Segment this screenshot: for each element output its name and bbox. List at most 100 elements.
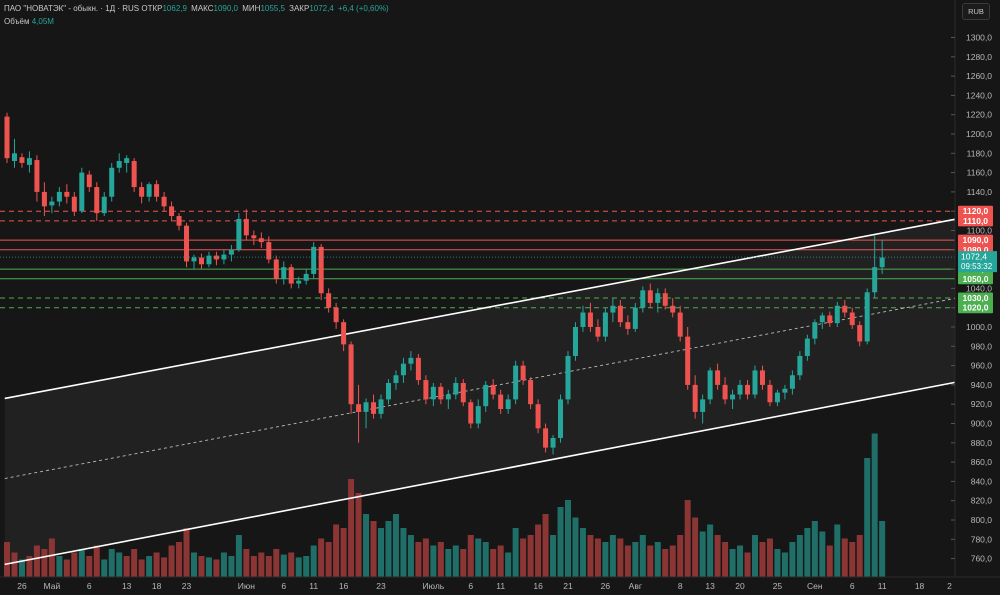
candle-body: [670, 305, 676, 313]
candle-body: [11, 153, 17, 162]
volume-bar: [497, 545, 504, 577]
candle-body: [154, 184, 160, 197]
volume-bar: [819, 531, 826, 577]
candle-body: [834, 305, 840, 324]
countdown-timer: 09:53:32: [961, 262, 993, 271]
x-tick-label: 18: [915, 581, 925, 591]
candle-body: [296, 280, 302, 284]
x-tick-label: Июль: [423, 581, 445, 591]
volume-bar: [692, 517, 699, 577]
volume-label[interactable]: Объём: [4, 17, 30, 26]
volume-bar: [565, 500, 571, 577]
candle-body: [191, 257, 197, 262]
volume-bar: [452, 545, 459, 577]
candle-body: [169, 206, 175, 217]
volume-bar: [370, 521, 377, 577]
volume-bar: [789, 542, 796, 577]
candle-body: [139, 187, 145, 197]
volume-bar: [123, 556, 130, 577]
candle-body: [326, 293, 332, 308]
candle-body: [131, 161, 137, 188]
candle-body: [243, 218, 249, 236]
candle-series: [4, 112, 885, 455]
candle-body: [640, 290, 646, 308]
volume-bar: [834, 524, 841, 577]
y-tick-label: 1200,0: [966, 129, 992, 139]
volume-bar: [288, 552, 295, 577]
volume-bar: [280, 554, 287, 577]
level-label: 1030,0: [963, 293, 989, 303]
volume-bar: [662, 549, 669, 577]
y-tick-label: 860,0: [971, 457, 993, 467]
volume-bar: [48, 538, 55, 577]
volume-bar: [348, 479, 355, 577]
candle-body: [707, 370, 713, 400]
y-tick-label: 960,0: [971, 361, 993, 371]
volume-bar: [101, 559, 108, 577]
x-tick-label: 21: [563, 581, 573, 591]
y-tick-label: 1220,0: [966, 110, 992, 120]
candle-body: [333, 307, 339, 323]
candle-body: [206, 255, 212, 265]
candle-body: [565, 355, 571, 400]
candle-body: [176, 216, 182, 226]
channel-upper-line[interactable]: [4, 218, 958, 400]
y-tick-label: 820,0: [971, 496, 993, 506]
volume-bar: [550, 535, 557, 577]
candle-body: [827, 315, 833, 324]
volume-bar: [766, 538, 773, 577]
x-tick-label: Май: [44, 581, 61, 591]
candle-body: [56, 191, 62, 202]
volume-bar: [318, 538, 325, 577]
volume-bar: [677, 535, 684, 577]
volume-bar: [864, 458, 871, 577]
candle-body: [453, 382, 459, 395]
candle-body: [722, 384, 728, 400]
candle-body: [348, 344, 354, 405]
candle-body: [79, 172, 85, 212]
currency-button[interactable]: RUB: [962, 3, 990, 20]
candle-body: [303, 273, 309, 281]
candle-body: [371, 402, 377, 414]
volume-bar: [744, 552, 751, 577]
volume-bar: [243, 549, 250, 577]
x-tick-label: 6: [281, 581, 286, 591]
candle-body: [64, 191, 70, 197]
volume-bar: [378, 528, 384, 577]
x-tick-label: 6: [850, 581, 855, 591]
volume-bar: [722, 542, 729, 577]
volume-bar: [26, 556, 33, 577]
candle-body: [438, 386, 444, 400]
candle-body: [408, 357, 414, 364]
candle-body: [550, 437, 556, 448]
y-tick-label: 900,0: [971, 419, 993, 429]
candle-body: [602, 312, 608, 337]
volume-bar: [796, 535, 803, 577]
instrument-title[interactable]: ПАО "НОВАТЭК" - обыкн. · 1Д · RUS: [4, 4, 140, 13]
level-label: 1080,0: [963, 245, 989, 255]
volume-bar: [168, 545, 175, 577]
low-label: МИН: [242, 4, 261, 13]
chart-header: ПАО "НОВАТЭК" - обыкн. · 1Д · RUS ОТКР10…: [4, 3, 391, 27]
volume-bar: [161, 557, 168, 577]
volume-bar: [18, 559, 25, 577]
volume-series: [4, 433, 886, 577]
volume-bar: [273, 549, 280, 577]
channel-lower-line[interactable]: [4, 381, 958, 566]
candle-body: [86, 174, 92, 188]
candle-body: [558, 399, 564, 438]
candle-body: [580, 312, 586, 327]
x-tick-label: 13: [705, 581, 715, 591]
candle-body: [41, 191, 47, 207]
y-tick-label: 880,0: [971, 438, 993, 448]
open-label: ОТКР: [141, 4, 163, 13]
candle-body: [483, 384, 489, 407]
volume-bar: [535, 524, 542, 577]
x-tick-label: Авг: [629, 581, 642, 591]
volume-bar: [856, 535, 863, 577]
volume-bar: [520, 538, 527, 577]
volume-bar: [774, 549, 781, 577]
x-tick-label: 2: [947, 581, 952, 591]
volume-bar: [355, 493, 362, 577]
